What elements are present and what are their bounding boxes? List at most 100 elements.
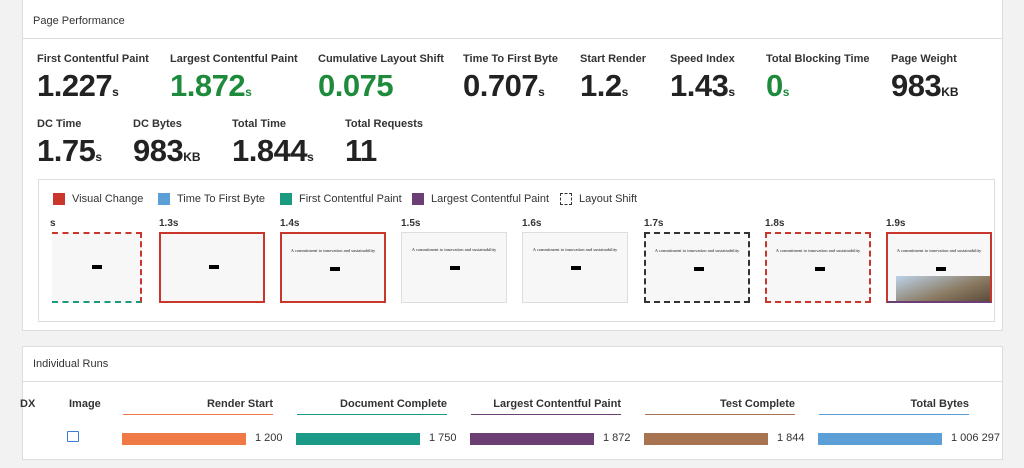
legend-swatch [53,193,65,205]
thumbnail-heading: A commitment to innovation and sustainab… [290,248,376,253]
frame-time: 1.5s [401,218,421,229]
metric-number: 1.227 [37,68,113,103]
metric-label: Start Render [580,53,647,65]
metric-unit: s [621,85,629,99]
metric-value: 1.75s [37,133,102,169]
metric-value: 983KB [133,133,201,169]
metric-number: 11 [345,133,377,168]
run-bar [818,433,942,445]
legend-label: Visual Change [72,193,144,205]
metric-label: Largest Contentful Paint [170,53,298,65]
metric-number: 0.075 [318,68,394,103]
thumbnail-heading: A commitment to innovation and sustainab… [654,248,740,253]
run-value: 1 200 [255,432,283,444]
frame-time: 1.8s [765,218,785,229]
column-underline [471,414,621,415]
column-underline [123,414,273,415]
frame-time: 1.7s [644,218,664,229]
frame-time: 1.3s [159,218,179,229]
thumbnail-heading: A commitment to innovation and sustainab… [896,248,982,253]
metric-value: 0s [766,68,789,104]
metric-unit: s [538,85,545,99]
column-header: Document Complete [340,398,447,410]
metric-number: 983 [891,68,942,103]
metric-label: Total Requests [345,118,424,130]
frame-time: 1.6s [522,218,542,229]
legend-swatch [280,193,292,205]
legend-swatch [560,193,572,205]
divider [23,381,1002,382]
legend-swatch [158,193,170,205]
filmstrip-frame: A commitment to innovation and sustainab… [886,232,992,303]
metric-label: Time To First Byte [463,53,558,65]
thumbnail-button [694,267,704,271]
filmstrip-frame: A commitment to innovation and sustainab… [401,232,507,303]
metric-value: 983KB [891,68,959,104]
filmstrip [38,179,995,322]
metric-label: DC Bytes [133,118,182,130]
image-icon[interactable] [67,431,79,442]
filmstrip-frame: A commitment to innovation and sustainab… [644,232,750,303]
legend-label: Largest Contentful Paint [431,193,550,205]
metric-value: 11 [345,133,377,169]
thumbnail-button [936,267,946,271]
metric-value: 1.844s [232,133,314,169]
metric-label: Page Weight [891,53,957,65]
metric-number: 1.872 [170,68,246,103]
metric-unit: s [728,85,736,99]
column-header: Image [69,398,101,410]
metric-number: 1.2 [580,68,622,103]
metric-value: 1.43s [670,68,735,104]
metric-number: 1.844 [232,133,308,168]
frame-time: s [50,218,56,229]
metric-number: 0.707 [463,68,539,103]
column-underline [645,414,795,415]
metric-number: 983 [133,133,184,168]
legend-label: Layout Shift [579,193,638,205]
run-bar [122,433,246,445]
run-value: 1 844 [777,432,805,444]
run-bar [470,433,594,445]
metric-unit: KB [941,85,959,99]
metric-label: Cumulative Layout Shift [318,53,444,65]
column-header: Total Bytes [910,398,969,410]
metric-unit: KB [183,150,201,164]
legend-swatch [412,193,424,205]
frame-time: 1.9s [886,218,906,229]
metric-unit: s [95,150,103,164]
run-value: 1 006 297 [951,432,1000,444]
metric-value: 0.075 [318,68,394,104]
metric-unit: s [307,150,314,164]
run-value: 1 872 [603,432,631,444]
metric-value: 1.227s [37,68,119,104]
legend-label: First Contentful Paint [299,193,402,205]
thumbnail-heading: A commitment to innovation and sustainab… [411,247,497,252]
thumbnail-heading: A commitment to innovation and sustainab… [532,247,618,252]
filmstrip-frame [52,232,142,303]
column-underline [297,414,447,415]
legend-label: Time To First Byte [177,193,266,205]
metric-value: 1.872s [170,68,252,104]
metric-label: Total Blocking Time [766,53,870,65]
card-title: Page Performance [33,15,125,27]
metric-label: Speed Index [670,53,735,65]
column-header: DX [20,398,36,410]
filmstrip-frame: A commitment to innovation and sustainab… [280,232,386,303]
thumbnail-button [815,267,825,271]
frame-time: 1.4s [280,218,300,229]
metric-value: 0.707s [463,68,545,104]
filmstrip-frame [159,232,265,303]
metric-label: Total Time [232,118,286,130]
run-bar [296,433,420,445]
metric-number: 1.75 [37,133,96,168]
divider [23,38,1002,39]
metric-unit: s [245,85,252,99]
thumbnail-button [571,266,581,270]
metric-label: DC Time [37,118,82,130]
column-underline [819,414,969,415]
metric-unit: s [112,85,119,99]
run-value: 1 750 [429,432,457,444]
metric-number: 0 [766,68,783,103]
thumbnail-button [92,265,102,269]
